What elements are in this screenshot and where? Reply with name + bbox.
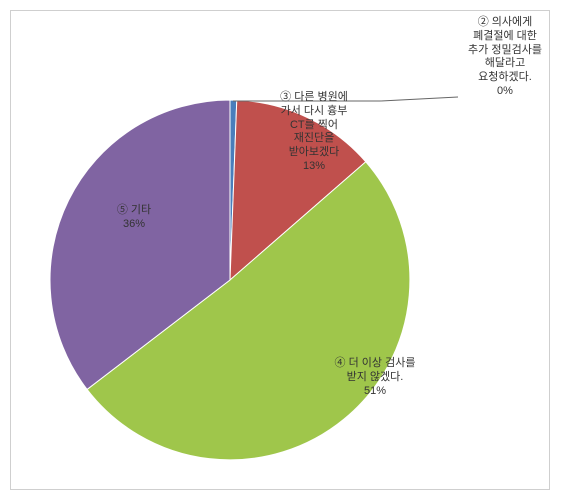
- pie-chart-container: ② 의사에게 폐결절에 대한 추가 정밀검사를 해달라고 요청하겠다. 0% ③ …: [0, 0, 564, 503]
- slice-2-label: ② 의사에게 폐결절에 대한 추가 정밀검사를 해달라고 요청하겠다. 0%: [450, 16, 560, 99]
- slice-3-label: ③ 다른 병원에 가서 다시 흉부 CT를 찍어 재진단을 받아보겠다 13%: [264, 91, 364, 174]
- slice-4-label: ④ 더 이상 검사를 받지 않겠다. 51%: [305, 357, 445, 398]
- slice-5-label: ⑤ 기타 36%: [104, 204, 164, 232]
